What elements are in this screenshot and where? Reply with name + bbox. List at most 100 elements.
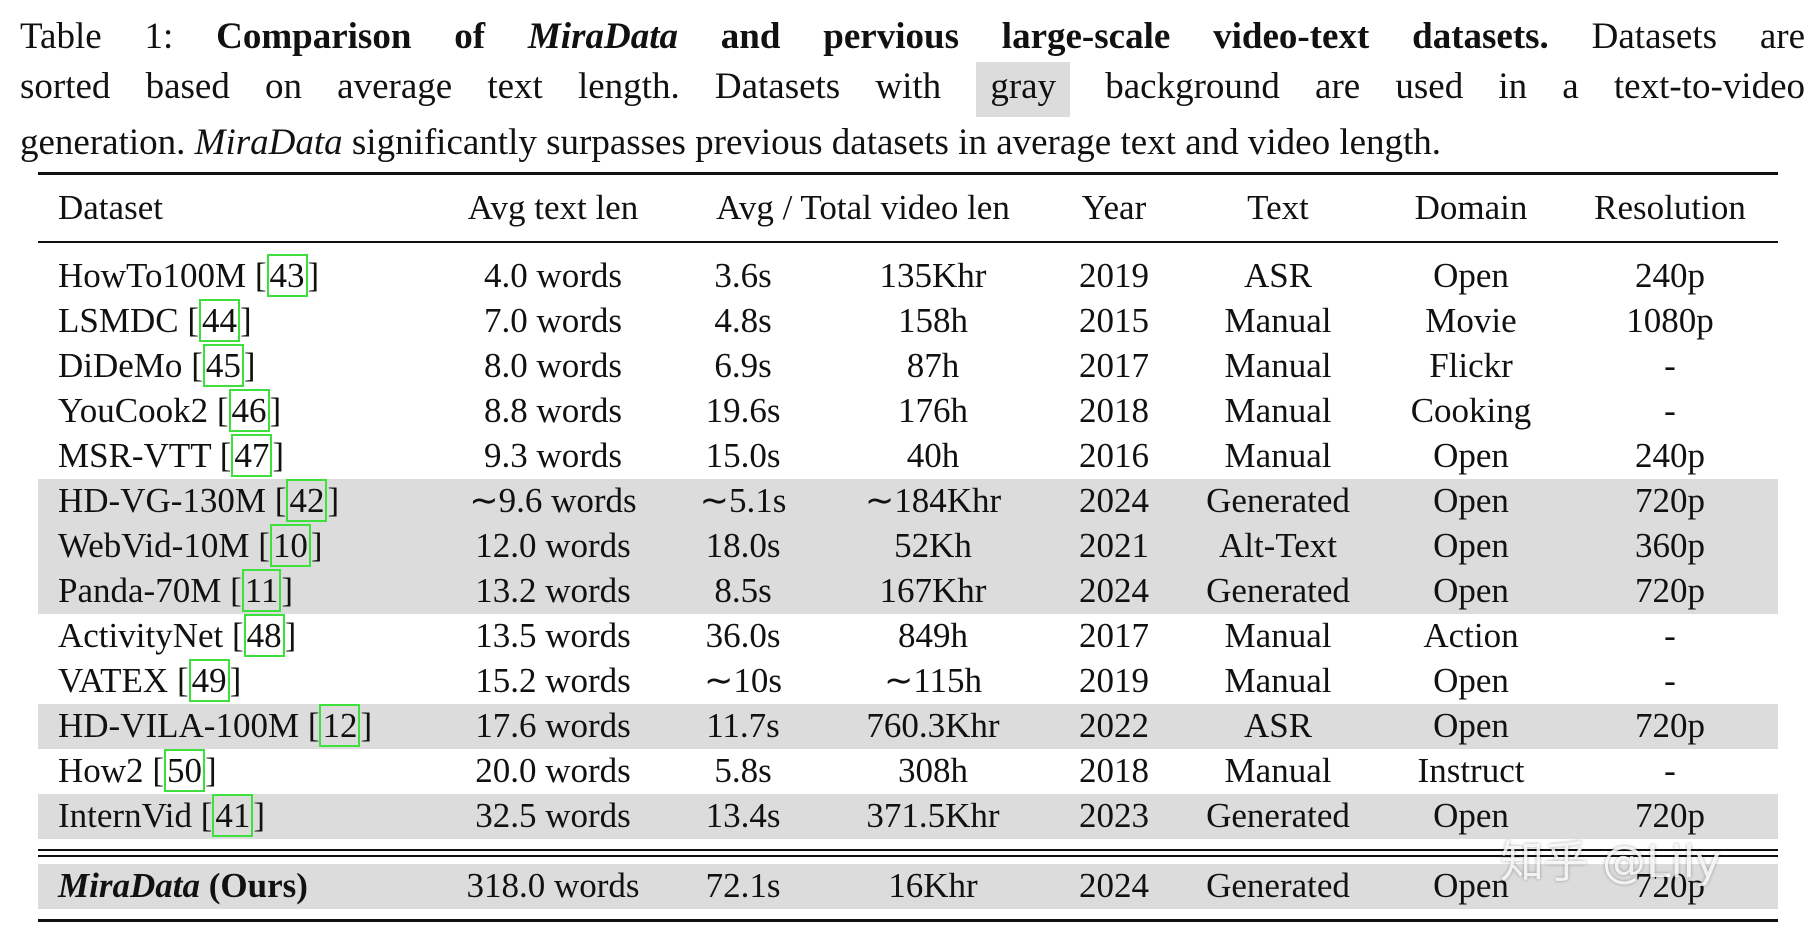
table-cell: 15.0s xyxy=(705,436,781,475)
table-cell: 240p xyxy=(1635,436,1705,475)
table-rule xyxy=(38,919,1778,922)
table-cell: ASR xyxy=(1243,706,1313,745)
table-cell: Manual xyxy=(1224,661,1332,700)
citation-bracket: [ xyxy=(307,706,320,745)
caption-text: Table 1: xyxy=(20,16,217,57)
table-cell: 360p xyxy=(1635,526,1705,565)
table-cell: Open xyxy=(1433,481,1509,520)
table-cell: Open xyxy=(1433,526,1509,565)
table-cell: - xyxy=(1664,661,1676,700)
table-cell: 2018 xyxy=(1079,751,1149,790)
dataset-name-text: HowTo100M xyxy=(58,256,247,295)
citation-bracket: [ xyxy=(258,526,270,565)
table-cell: 18.0s xyxy=(705,526,781,565)
table-cell: 5.8s xyxy=(714,751,772,790)
dataset-name: How2 [50] xyxy=(58,749,217,792)
table-cell: 32.5 words xyxy=(475,796,631,835)
table-cell: 2019 xyxy=(1079,661,1149,700)
table-cell: 135Khr xyxy=(879,256,987,295)
dataset-name: WebVid-10M [10] xyxy=(58,524,323,567)
table-cell: - xyxy=(1664,751,1676,790)
table-cell: 7.0 words xyxy=(483,301,623,340)
citation: 12 xyxy=(319,704,361,747)
caption-text: generation. xyxy=(20,122,195,163)
citation: 43 xyxy=(266,254,308,297)
gray-row-bg xyxy=(38,864,1778,909)
table-cell: 40h xyxy=(906,436,960,475)
citation-bracket: ] xyxy=(281,571,294,610)
dataset-name: VATEX [49] xyxy=(58,659,242,702)
table-cell: Manual xyxy=(1224,616,1332,655)
table-cell: Manual xyxy=(1224,346,1332,385)
table-cell: 371.5Khr xyxy=(866,796,1000,835)
header-cell: Resolution xyxy=(1594,188,1746,227)
citation-bracket: [ xyxy=(187,301,199,340)
table-cell: ∼184Khr xyxy=(864,481,1002,520)
table-rule xyxy=(38,849,1778,851)
table-cell: Generated xyxy=(1206,866,1350,905)
table-cell: 167Khr xyxy=(879,571,987,610)
dataset-name-text: LSMDC xyxy=(58,301,179,340)
table-cell: 318.0 words xyxy=(466,866,640,905)
citation-bracket: [ xyxy=(232,616,244,655)
table-cell: 158h xyxy=(898,301,968,340)
table-cell: 20.0 words xyxy=(475,751,631,790)
citation-bracket: [ xyxy=(200,796,213,835)
citation-bracket: [ xyxy=(152,751,164,790)
table-rule xyxy=(38,855,1778,857)
table-cell: Instruct xyxy=(1417,751,1525,790)
caption-line: generation. MiraData significantly surpa… xyxy=(20,118,1805,168)
citation-bracket: ] xyxy=(284,616,297,655)
table-cell: 720p xyxy=(1635,706,1705,745)
dataset-name-text: InternVid xyxy=(58,796,192,835)
header-cell: Domain xyxy=(1414,188,1528,227)
dataset-name: DiDeMo [45] xyxy=(58,344,256,387)
dataset-name: MSR-VTT [47] xyxy=(58,434,284,477)
caption-text: significantly surpasses previous dataset… xyxy=(342,122,1442,163)
table-cell: Alt-Text xyxy=(1218,526,1338,565)
citation-bracket: [ xyxy=(176,661,189,700)
table-cell: 2017 xyxy=(1079,346,1149,385)
table-cell: Movie xyxy=(1425,301,1517,340)
table-cell: 2016 xyxy=(1079,436,1149,475)
table-cell: 72.1s xyxy=(705,866,781,905)
table-cell: 2024 xyxy=(1079,866,1149,905)
gray-row-bg xyxy=(38,794,1778,839)
table-cell: 720p xyxy=(1635,481,1705,520)
table-cell: Open xyxy=(1433,661,1509,700)
table-cell: 9.3 words xyxy=(483,436,623,475)
dataset-name: HD-VILA-100M [12] xyxy=(58,704,372,747)
citation-bracket: ] xyxy=(310,526,323,565)
citation-bracket: ] xyxy=(307,256,320,295)
dataset-name-text: WebVid-10M xyxy=(58,526,250,565)
citation-bracket: [ xyxy=(219,436,232,475)
table-cell: Cooking xyxy=(1410,391,1532,430)
table-cell: 4.8s xyxy=(714,301,772,340)
dataset-name-text: HD-VILA-100M xyxy=(58,706,300,745)
table-cell: ∼115h xyxy=(883,661,983,700)
table-cell: 13.4s xyxy=(705,796,781,835)
table-cell: - xyxy=(1664,391,1676,430)
table-cell: 720p xyxy=(1635,571,1705,610)
citation-bracket: [ xyxy=(254,256,267,295)
table-cell: 720p xyxy=(1635,866,1705,905)
citation: 49 xyxy=(188,659,230,702)
table-cell: - xyxy=(1664,616,1676,655)
table-cell: 2021 xyxy=(1079,526,1149,565)
citation-bracket: ] xyxy=(229,661,242,700)
table-cell: 2024 xyxy=(1079,571,1149,610)
table-rule xyxy=(38,241,1778,243)
table-cell: ∼9.6 words xyxy=(469,481,637,520)
table-cell: 8.5s xyxy=(714,571,772,610)
table-cell: 6.9s xyxy=(714,346,772,385)
citation-bracket: [ xyxy=(274,481,287,520)
table-cell: 2015 xyxy=(1079,301,1149,340)
citation: 45 xyxy=(202,344,244,387)
table-cell: 8.0 words xyxy=(483,346,623,385)
citation: 46 xyxy=(228,389,270,432)
table-cell: Manual xyxy=(1224,436,1332,475)
table-rule xyxy=(38,172,1778,175)
citation: 44 xyxy=(199,299,240,342)
table-cell: 8.8 words xyxy=(483,391,623,430)
